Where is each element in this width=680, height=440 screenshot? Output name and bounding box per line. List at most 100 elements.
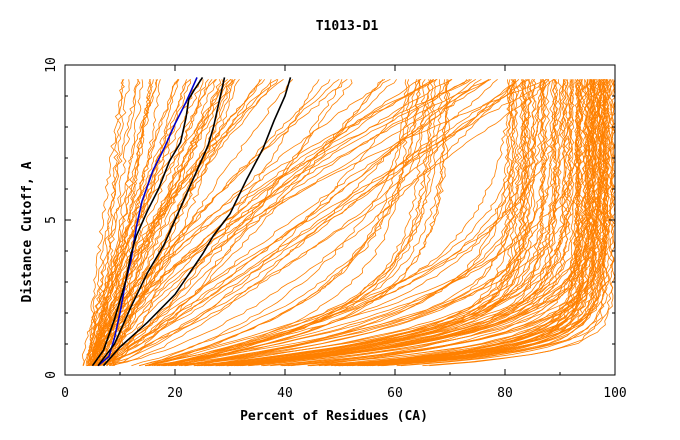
x-axis-label: Percent of Residues (CA): [240, 409, 428, 424]
model-curve: [87, 79, 125, 366]
model-curve: [163, 79, 437, 367]
model-curve: [334, 79, 608, 367]
model-curve: [342, 79, 587, 367]
tick-labels: 0 20 40 60 80 100 0 5 10: [44, 57, 627, 401]
model-curve: [94, 79, 516, 367]
model-curve: [86, 78, 284, 366]
model-curve: [98, 79, 234, 367]
model-curve: [338, 79, 603, 367]
model-curve: [112, 79, 343, 367]
x-tick-label: 0: [61, 386, 69, 401]
model-curve: [86, 79, 516, 367]
model-curve: [91, 79, 224, 366]
model-curve: [227, 79, 546, 367]
model-curve: [144, 79, 422, 367]
highlight-black-3-curve: [102, 77, 292, 367]
model-curve: [324, 79, 581, 367]
model-curve: [146, 79, 443, 367]
model-curve: [370, 79, 616, 367]
model-curve: [168, 79, 575, 367]
model-curve: [263, 79, 602, 367]
model-curve: [291, 79, 591, 367]
model-curve: [197, 79, 563, 367]
model-curve: [97, 79, 204, 366]
model-curve: [112, 79, 240, 367]
model-curve: [139, 79, 408, 367]
model-curve: [215, 79, 558, 367]
model-curve: [131, 79, 431, 367]
model-curve: [94, 78, 192, 366]
model-curve: [185, 79, 513, 367]
model-curve: [372, 79, 584, 367]
model-curve: [106, 79, 266, 366]
model-curve: [98, 78, 490, 366]
model-curve: [184, 79, 551, 367]
model-curve: [88, 79, 179, 366]
model-curve: [231, 79, 596, 367]
model-curve: [91, 78, 492, 366]
model-curve: [309, 79, 593, 367]
model-curve: [222, 79, 527, 367]
model-curve: [227, 79, 568, 367]
model-curve: [109, 78, 471, 366]
x-tick-label: 20: [167, 386, 183, 401]
model-curve: [109, 78, 391, 366]
model-curve: [194, 79, 542, 367]
model-curve: [248, 79, 558, 367]
model-curve: [382, 79, 584, 367]
model-curve: [100, 78, 438, 366]
model-curve: [174, 79, 546, 367]
model-curve: [340, 79, 596, 367]
highlight-blue-curve: [97, 77, 198, 367]
model-curve: [95, 78, 482, 367]
y-tick-label: 10: [44, 57, 59, 73]
model-curve: [94, 79, 384, 367]
model-curve: [100, 78, 434, 366]
model-curve: [87, 79, 141, 366]
model-curve: [98, 78, 386, 367]
model-curve: [105, 79, 520, 367]
x-tick-label: 40: [277, 386, 293, 401]
model-curve: [103, 79, 550, 366]
model-curve: [90, 78, 348, 366]
model-curve: [199, 79, 609, 367]
model-curve: [175, 79, 547, 367]
model-curve: [156, 79, 544, 367]
model-curve: [89, 79, 209, 367]
model-curve: [88, 79, 159, 366]
model-curve: [280, 79, 580, 367]
highlight-black-1-curve: [91, 76, 204, 367]
model-curve: [240, 79, 604, 367]
model-curve: [377, 79, 599, 367]
model-curve: [97, 79, 222, 366]
model-curve: [145, 79, 417, 367]
model-curve: [283, 79, 613, 367]
highlight-black-2-curve: [97, 77, 226, 367]
axis-ticks: [64, 64, 616, 376]
model-curve: [197, 79, 565, 367]
model-curve: [158, 79, 432, 367]
model-curve: [86, 79, 353, 367]
model-curve: [165, 79, 451, 367]
model-curve: [109, 78, 453, 367]
x-tick-label: 60: [387, 386, 403, 401]
model-curve: [97, 78, 527, 367]
model-curve: [308, 79, 593, 367]
model-curve: [96, 79, 179, 366]
model-curve: [94, 78, 554, 367]
model-curve: [237, 79, 529, 367]
x-tick-label: 100: [603, 386, 626, 401]
model-curve: [145, 79, 515, 367]
model-curve: [98, 79, 397, 367]
model-curve: [86, 79, 217, 367]
model-curve: [351, 79, 575, 367]
model-curve: [91, 79, 130, 366]
model-curve: [197, 79, 527, 367]
model-curve: [157, 79, 435, 367]
x-tick-label: 80: [497, 386, 513, 401]
model-curve: [148, 79, 534, 367]
model-curve: [164, 79, 450, 367]
model-curve: [99, 78, 530, 367]
y-axis-label: Distance Cutoff, A: [20, 161, 35, 302]
